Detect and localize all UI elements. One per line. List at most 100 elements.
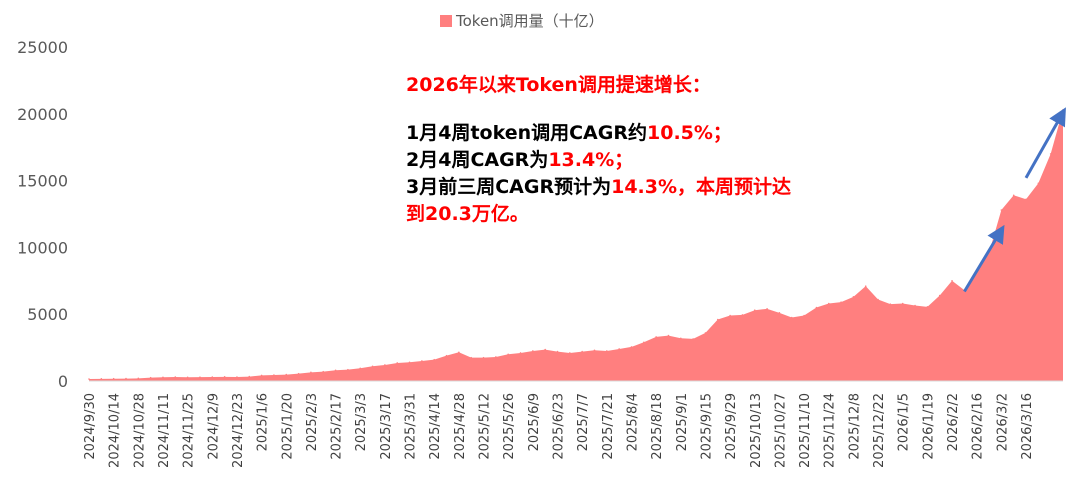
data-point (729, 314, 731, 317)
annotation-line-3-prefix: 3月前三周CAGR预计为 (406, 176, 612, 198)
data-point (803, 314, 805, 317)
data-point (112, 377, 115, 380)
data-point (384, 364, 386, 366)
series-area (89, 109, 1063, 381)
x-tick-label: 2024/10/28 (132, 393, 147, 468)
data-point (211, 376, 214, 378)
data-point (840, 301, 842, 303)
x-tick-label: 2025/8/18 (650, 393, 665, 460)
data-point (273, 374, 275, 376)
data-point (100, 378, 103, 380)
annotation-line-2-suffix: ； (614, 149, 634, 171)
y-tick-label: 5000 (27, 305, 68, 324)
data-point (223, 376, 226, 378)
x-tick-label: 2025/6/23 (552, 393, 567, 460)
data-point (470, 356, 473, 359)
data-point (606, 350, 608, 352)
x-tick-label: 2025/5/26 (502, 393, 517, 460)
data-point (914, 304, 916, 307)
trend-arrow (1024, 107, 1066, 179)
data-point (458, 351, 460, 354)
data-point (556, 350, 559, 353)
annotation-line-4-suffix: 万亿。 (471, 203, 529, 225)
x-tick-label: 2025/12/8 (847, 393, 862, 460)
data-point (790, 316, 793, 319)
data-point (445, 354, 448, 357)
data-point (322, 370, 325, 373)
annotation-box: 2026年以来Token调用提速增长： 1月4周token调用CAGR约10.5… (406, 72, 791, 228)
annotation-line-1-value: 10.5% (647, 122, 713, 144)
y-tick-label: 15000 (17, 172, 68, 191)
y-tick-label: 10000 (17, 238, 68, 257)
x-tick-label: 2024/9/30 (83, 393, 98, 460)
data-point (680, 337, 682, 340)
data-point (1000, 209, 1003, 211)
annotation-line-4-prefix: 到 (406, 203, 426, 225)
data-point (618, 348, 620, 350)
annotation-line-1: 1月4周token调用CAGR约10.5%； (406, 120, 791, 147)
data-point (926, 306, 929, 308)
data-point (901, 302, 904, 305)
x-tick-label: 2024/10/14 (108, 393, 123, 468)
x-tick-label: 2024/11/11 (157, 393, 172, 468)
data-point (852, 296, 855, 298)
data-point (766, 308, 768, 310)
x-tick-label: 2025/9/1 (675, 393, 690, 451)
data-point (1025, 198, 1027, 201)
data-point (433, 358, 436, 361)
data-point (1049, 153, 1052, 155)
y-tick-label: 25000 (17, 38, 68, 57)
data-point (297, 372, 300, 375)
x-tick-label: 2025/10/13 (749, 393, 764, 468)
x-tick-label: 2025/10/27 (773, 393, 788, 468)
data-point (310, 371, 312, 374)
x-tick-label: 2024/11/25 (182, 393, 197, 468)
data-point (753, 309, 756, 311)
data-point (716, 318, 719, 321)
x-tick-label: 2024/12/23 (231, 393, 246, 468)
y-axis: 0 5000 10000 15000 20000 25000 (17, 38, 68, 391)
x-tick-label: 2025/9/15 (699, 393, 714, 460)
data-point (408, 361, 411, 364)
data-point (581, 350, 583, 353)
data-point (938, 294, 941, 297)
data-point (741, 314, 744, 316)
data-point (951, 280, 953, 282)
data-point (371, 365, 374, 368)
data-point (569, 352, 571, 354)
data-point (877, 298, 879, 301)
annotation-line-4: 到20.3万亿。 (406, 201, 791, 228)
x-tick-label: 2025/5/12 (478, 393, 493, 460)
annotation-line-3-suffix: ，本周预计达 (677, 176, 792, 198)
data-point (519, 352, 522, 354)
annotation-line-3-value: 14.3% (611, 176, 678, 198)
x-tick-label: 2026/1/19 (921, 393, 936, 460)
data-point (482, 356, 485, 359)
data-point (186, 376, 189, 379)
x-tick-label: 2025/4/14 (428, 393, 443, 460)
x-tick-label: 2026/3/2 (995, 393, 1010, 451)
x-tick-label: 2026/3/16 (1020, 393, 1035, 460)
data-point (248, 375, 251, 378)
data-point (864, 285, 867, 287)
data-point (125, 377, 127, 380)
annotation-line-2-prefix: 2月4周CAGR为 (406, 149, 549, 171)
data-point (174, 376, 177, 378)
data-point (421, 360, 423, 362)
x-tick-label: 2025/9/29 (724, 393, 739, 460)
data-point (285, 373, 288, 376)
x-tick-label: 2026/2/16 (971, 393, 986, 460)
data-point (593, 349, 596, 352)
x-tick-label: 2025/2/17 (330, 393, 345, 460)
data-point (778, 312, 781, 314)
plot-area (88, 108, 1064, 381)
y-tick-label: 20000 (17, 105, 68, 124)
annotation-line-2: 2月4周CAGR为13.4%； (406, 147, 791, 174)
legend-label: Token调用量（十亿） (456, 12, 604, 30)
data-point (827, 302, 830, 305)
data-point (815, 306, 818, 309)
data-point (149, 376, 152, 379)
data-point (396, 362, 399, 364)
x-tick-label: 2025/8/4 (625, 393, 640, 451)
